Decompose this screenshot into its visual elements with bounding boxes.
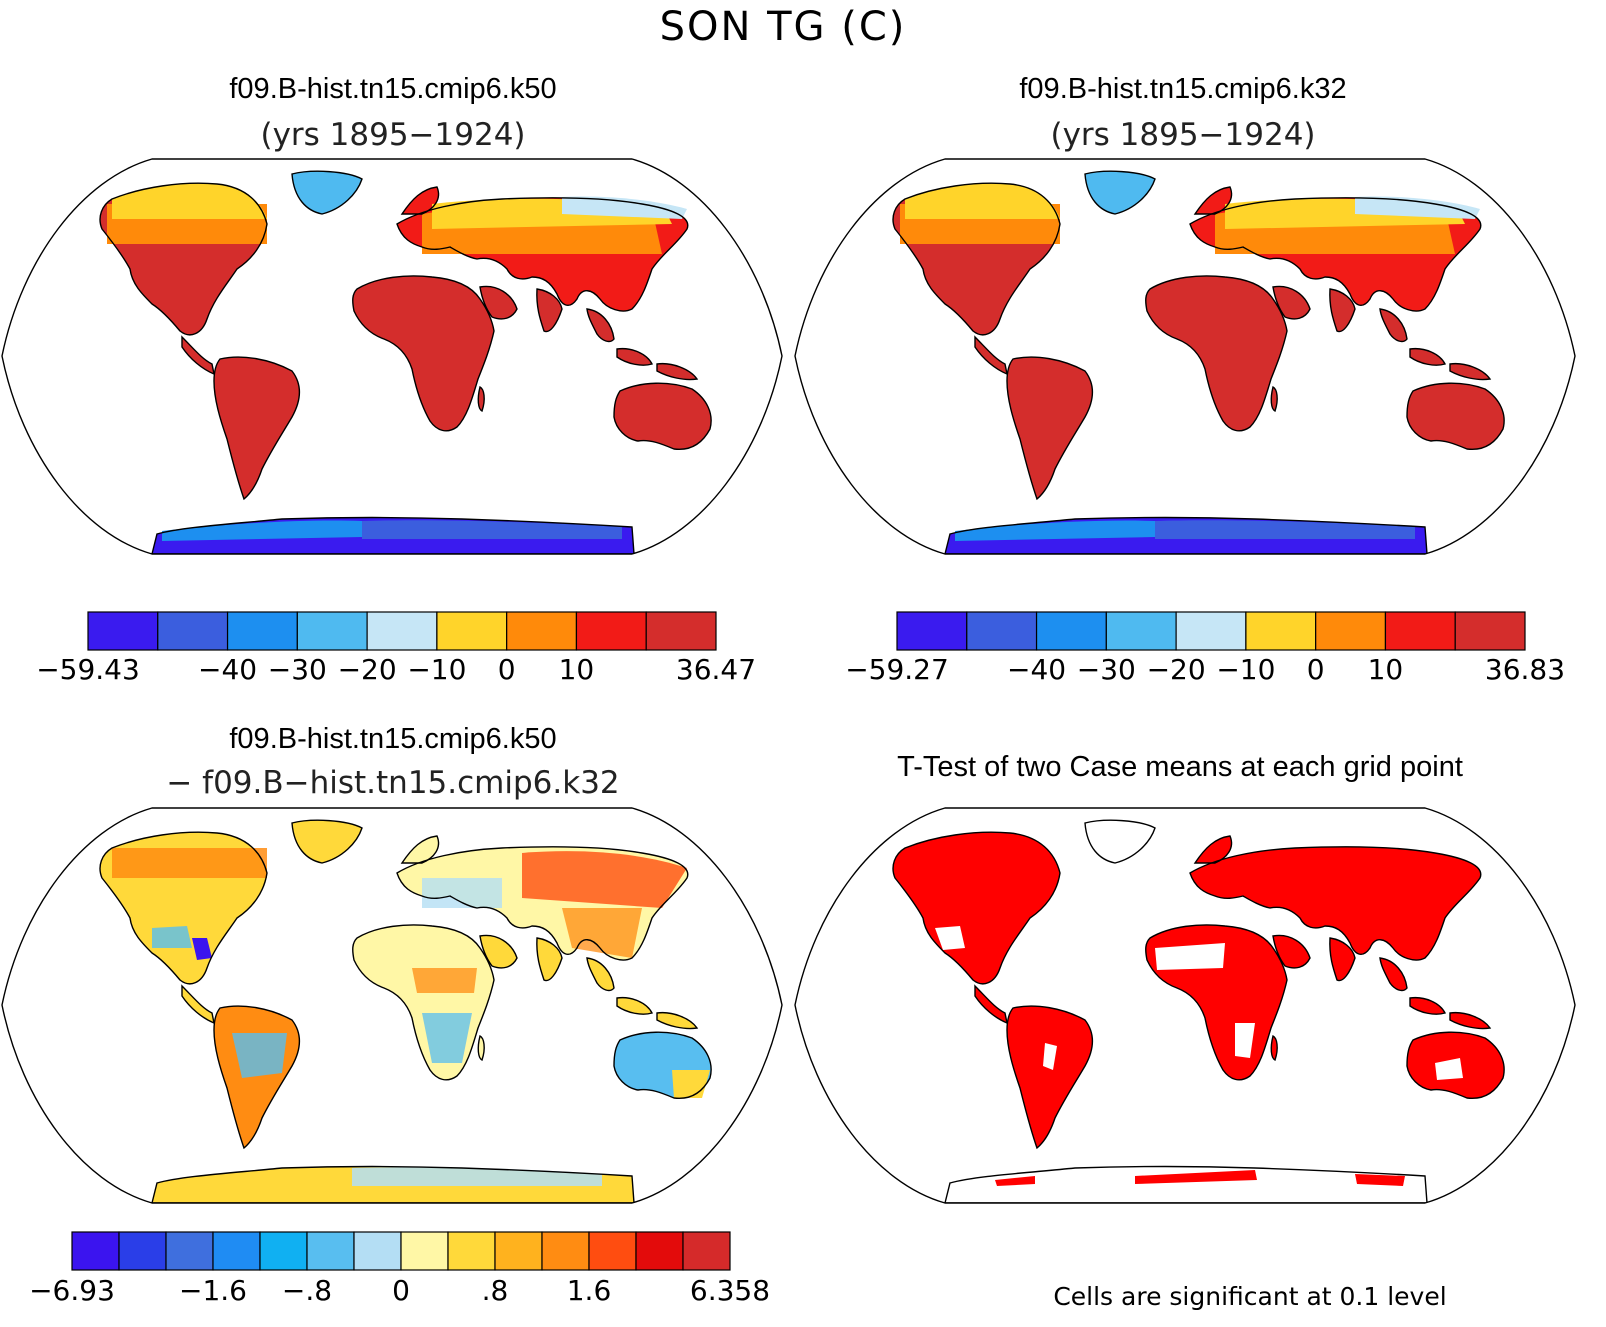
- not-significant-cells: [935, 820, 1463, 1203]
- colorbar-swatch: [71, 1231, 120, 1271]
- colorbar-swatch: [635, 1231, 684, 1271]
- colorbar-tick-label: −20: [338, 653, 397, 686]
- colorbar-tick-label: −30: [268, 653, 327, 686]
- colorbar-swatch: [353, 1231, 402, 1271]
- panel-k50: f09.B-hist.tn15.cmip6.k50 (yrs 1895−1924…: [1, 73, 783, 686]
- panel-k32-title: f09.B-hist.tn15.cmip6.k32: [1019, 73, 1346, 105]
- colorbar-tick-label: 0: [392, 1274, 410, 1307]
- colorbar-swatch: [1035, 611, 1107, 651]
- colorbar-tick-label: −30: [1077, 653, 1136, 686]
- colorbar-swatch: [157, 611, 229, 651]
- colorbar-swatch: [400, 1231, 449, 1271]
- panel-k50-map: [1, 158, 783, 555]
- panel-k32: f09.B-hist.tn15.cmip6.k32 (yrs 1895−1924…: [794, 73, 1576, 686]
- colorbar-swatch: [1384, 611, 1456, 651]
- panel-k32-colorbar: −59.27 −40 −30 −20 −10 0 10 36.83: [845, 611, 1565, 686]
- colorbar-swatch: [494, 1231, 543, 1271]
- colorbar-swatch: [296, 611, 368, 651]
- colorbar-swatch: [896, 611, 968, 651]
- colorbar-swatch: [259, 1231, 308, 1271]
- panel-diff-map: [1, 807, 783, 1204]
- panel-ttest: T-Test of two Case means at each grid po…: [794, 751, 1576, 1311]
- colorbar-tick-label: 36.47: [676, 653, 756, 686]
- colorbar-swatch: [366, 611, 438, 651]
- colorbar-tick-label: −.8: [282, 1274, 332, 1307]
- colorbar-tick-label: −20: [1147, 653, 1206, 686]
- colorbar-swatch: [1315, 611, 1387, 651]
- panel-ttest-title: T-Test of two Case means at each grid po…: [897, 751, 1463, 783]
- colorbar-tick-label: 0: [1307, 653, 1325, 686]
- colorbar-tick-label: 6.358: [690, 1274, 770, 1307]
- panel-ttest-note: Cells are significant at 0.1 level: [1053, 1282, 1446, 1311]
- colorbar-tick-label: −6.93: [29, 1274, 115, 1307]
- panel-k32-map: [794, 158, 1576, 555]
- colorbar-swatch: [1454, 611, 1526, 651]
- colorbar-swatch: [966, 611, 1038, 651]
- colorbar-swatch: [682, 1231, 731, 1271]
- colorbar-tick-label: −40: [1007, 653, 1066, 686]
- panel-diff-title: f09.B-hist.tn15.cmip6.k50: [229, 723, 556, 755]
- colorbar-swatch: [1175, 611, 1247, 651]
- colorbar-tick-label: −10: [407, 653, 466, 686]
- panel-diff: f09.B-hist.tn15.cmip6.k50 − f09.B−hist.t…: [1, 723, 783, 1307]
- panel-diff-colorbar: −6.93 −1.6 −.8 0 .8 1.6 6.358: [29, 1231, 770, 1307]
- colorbar-tick-label: −40: [198, 653, 257, 686]
- main-title: SON TG (C): [660, 4, 907, 50]
- colorbar-swatch: [226, 611, 298, 651]
- panel-k50-subtitle: (yrs 1895−1924): [260, 117, 525, 153]
- colorbar-swatch: [87, 611, 159, 651]
- colorbar-tick-label: 10: [559, 653, 595, 686]
- colorbar-tick-label: 10: [1368, 653, 1404, 686]
- colorbar-tick-label: 36.83: [1485, 653, 1565, 686]
- colorbar-tick-label: −59.27: [845, 653, 949, 686]
- colorbar-tick-label: 1.6: [567, 1274, 612, 1307]
- colorbar-tick-label: 0: [498, 653, 516, 686]
- colorbar-swatch: [645, 611, 717, 651]
- colorbar-tick-label: −1.6: [179, 1274, 247, 1307]
- colorbar-swatch: [588, 1231, 637, 1271]
- colorbar-swatch: [306, 1231, 355, 1271]
- panel-ttest-map: [794, 807, 1576, 1204]
- colorbar-swatch: [1245, 611, 1317, 651]
- colorbar-tick-label: −10: [1216, 653, 1275, 686]
- panel-diff-subtitle: − f09.B−hist.tn15.cmip6.k32: [166, 765, 619, 801]
- colorbar-tick-label: −59.43: [36, 653, 140, 686]
- colorbar-swatch: [436, 611, 508, 651]
- colorbar-swatch: [575, 611, 647, 651]
- colorbar-swatch: [541, 1231, 590, 1271]
- colorbar-swatch: [506, 611, 578, 651]
- colorbar-swatch: [1105, 611, 1177, 651]
- panel-k32-subtitle: (yrs 1895−1924): [1050, 117, 1315, 153]
- colorbar-swatch: [212, 1231, 261, 1271]
- colorbar-swatch: [447, 1231, 496, 1271]
- panel-k50-title: f09.B-hist.tn15.cmip6.k50: [229, 73, 556, 105]
- colorbar-swatch: [165, 1231, 214, 1271]
- panel-k50-colorbar: −59.43 −40 −30 −20 −10 0 10 36.47: [36, 611, 756, 686]
- colorbar-swatch: [118, 1231, 167, 1271]
- colorbar-tick-label: .8: [482, 1274, 509, 1307]
